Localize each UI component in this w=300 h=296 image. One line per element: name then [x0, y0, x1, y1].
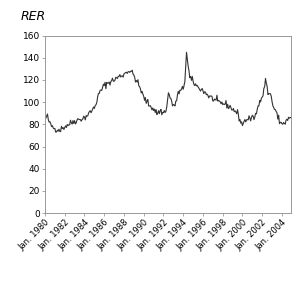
Text: RER: RER — [20, 10, 46, 23]
